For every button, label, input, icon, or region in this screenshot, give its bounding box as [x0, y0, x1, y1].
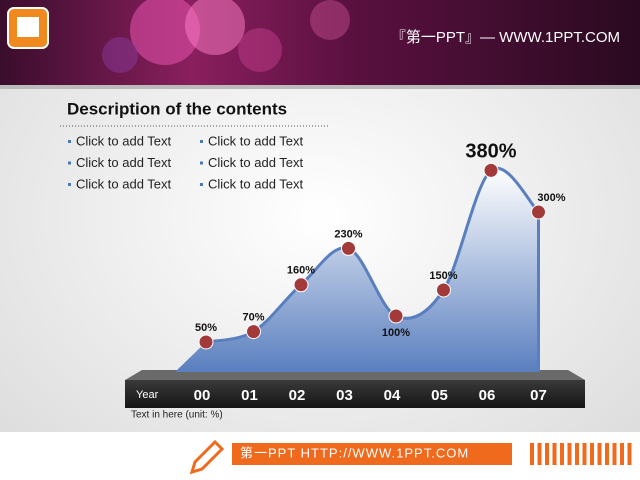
bokeh: [310, 0, 350, 40]
x-tick-label: 05: [431, 387, 448, 404]
stripe: [627, 443, 632, 465]
bokeh: [130, 0, 200, 65]
note: Text in here (unit: %): [131, 410, 223, 421]
stripe: [597, 443, 602, 465]
x-tick-label: 02: [289, 387, 306, 404]
stripe: [567, 443, 572, 465]
stripe: [605, 443, 609, 465]
pencil-icon: [189, 439, 225, 475]
bullet-marker: [68, 140, 71, 143]
marker: [246, 324, 261, 340]
bullet-marker: [200, 140, 203, 143]
x-tick-label: 07: [530, 387, 547, 404]
stripe: [530, 443, 534, 465]
value-label: 150%: [429, 270, 457, 282]
value-label: 70%: [242, 312, 264, 324]
footer-text: 第一PPT HTTP://WWW.1PPT.COM: [240, 445, 469, 460]
bullet-marker: [200, 161, 203, 165]
x-tick-label: 04: [384, 387, 401, 404]
stripe: [612, 443, 617, 465]
x-tick-label: 00: [194, 387, 211, 404]
stripe: [545, 443, 549, 465]
bullet-text: Click to add Text: [208, 176, 304, 191]
value-label: 50%: [195, 322, 217, 334]
stripe: [560, 443, 564, 465]
marker: [483, 162, 499, 178]
bullet-text: Click to add Text: [208, 133, 304, 148]
area: [175, 168, 539, 372]
bullet-text: Click to add Text: [208, 155, 304, 170]
x-tick-label: 03: [336, 387, 353, 404]
marker: [531, 204, 546, 220]
value-label: 380%: [465, 141, 516, 163]
footer-stripes: [530, 443, 632, 465]
stripe: [537, 443, 542, 465]
marker: [388, 308, 404, 324]
brand: 『第一PPT』— WWW.1PPT.COM: [391, 28, 620, 46]
marker: [198, 334, 214, 350]
value-label: 100%: [382, 327, 410, 339]
header-bar: [0, 0, 640, 85]
stripe: [575, 443, 579, 465]
marker: [293, 277, 309, 293]
bullet-text: Click to add Text: [76, 155, 172, 170]
value-label: 230%: [334, 228, 362, 240]
marker: [436, 282, 451, 298]
bullet-marker: [68, 183, 71, 186]
header-shadow: [0, 85, 640, 89]
bokeh: [238, 28, 282, 72]
value-label: 300%: [537, 192, 565, 204]
marker: [341, 240, 356, 256]
bullet-text: Click to add Text: [76, 176, 172, 191]
app-icon-glyph: [17, 17, 39, 37]
stripe: [552, 443, 557, 465]
footer-bar: [232, 443, 512, 465]
stripe: [582, 443, 587, 465]
bokeh: [102, 37, 138, 73]
stripe: [590, 443, 594, 465]
bullet-text: Click to add Text: [76, 133, 172, 148]
bullet-marker: [200, 183, 203, 186]
x-tick-label: 01: [241, 387, 258, 404]
x-axis-label: Year: [136, 389, 159, 401]
stripe: [620, 443, 624, 465]
bullet-marker: [68, 161, 71, 165]
value-label: 160%: [287, 265, 315, 277]
heading: Description of the contents: [67, 99, 287, 118]
platform-top: [125, 370, 585, 380]
platform: [125, 380, 585, 408]
bokeh: [185, 0, 245, 55]
x-tick-label: 06: [479, 387, 496, 404]
